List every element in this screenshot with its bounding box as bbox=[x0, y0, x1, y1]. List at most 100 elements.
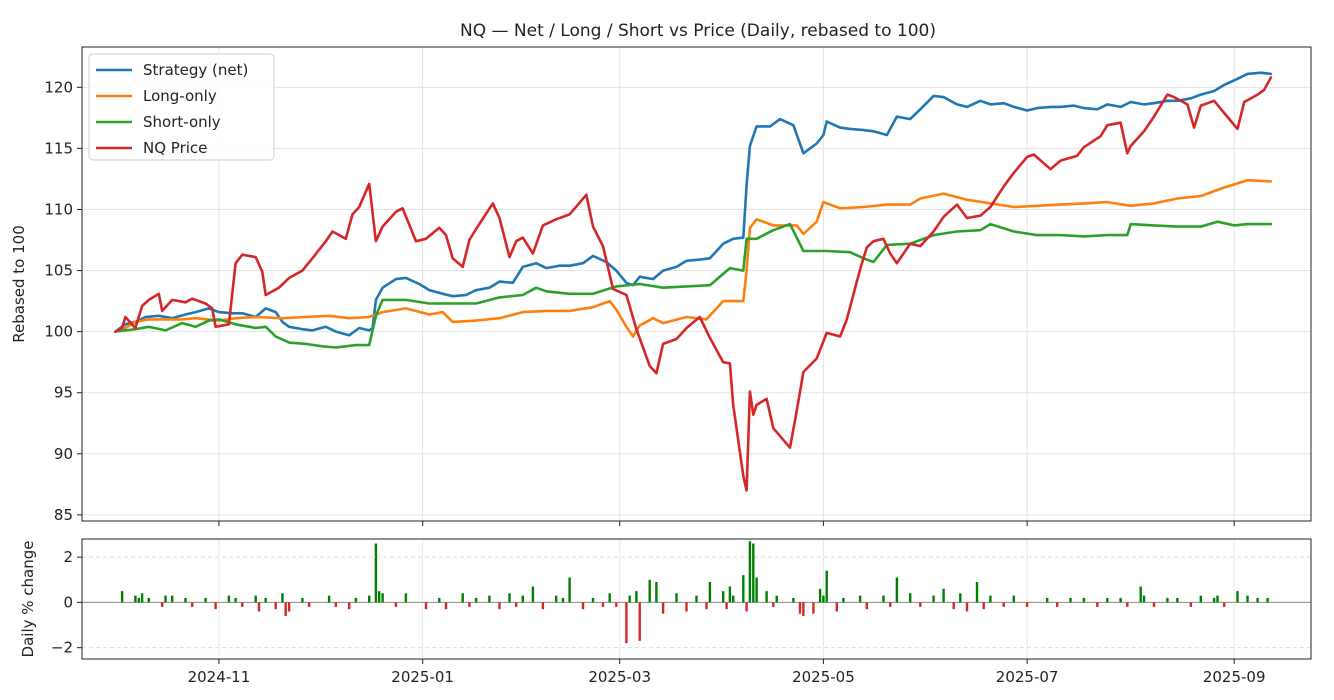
bar-positive bbox=[568, 577, 571, 603]
bar-positive bbox=[140, 593, 144, 603]
bar-positive bbox=[708, 582, 712, 603]
bar-negative bbox=[1096, 602, 1099, 607]
bar-positive bbox=[368, 595, 371, 603]
bar-positive bbox=[1266, 597, 1269, 603]
sub-y-axis-label: Daily % change bbox=[19, 541, 37, 658]
bar-negative bbox=[705, 602, 708, 610]
bar-negative bbox=[1189, 602, 1192, 607]
bar-positive bbox=[461, 593, 464, 603]
main-y-axis-label: Rebased to 100 bbox=[10, 225, 28, 342]
bar-positive bbox=[989, 595, 992, 603]
bar-negative bbox=[661, 602, 665, 614]
bar-positive bbox=[635, 591, 638, 603]
bar-positive bbox=[1139, 586, 1142, 603]
bar-positive bbox=[975, 582, 979, 603]
x-tick-label: 2025-07 bbox=[996, 668, 1059, 686]
bar-positive bbox=[732, 595, 735, 603]
bar-positive bbox=[775, 595, 778, 603]
bar-positive bbox=[1119, 597, 1122, 603]
bar-negative bbox=[1126, 602, 1129, 607]
bar-positive bbox=[227, 595, 231, 603]
sub-plot-x-ticks: 2024-11 2025-01 2025-03 2025-05 2025-07 2025-… bbox=[188, 659, 1266, 686]
bar-negative bbox=[541, 602, 545, 610]
bar-positive bbox=[264, 597, 267, 603]
bar-positive bbox=[378, 591, 381, 603]
bar-positive bbox=[204, 597, 207, 603]
bar-positive bbox=[488, 595, 491, 603]
x-tick-label: 2025-03 bbox=[588, 668, 651, 686]
y-tick-label: 110 bbox=[44, 200, 73, 218]
bar-positive bbox=[254, 595, 257, 603]
bar-positive bbox=[281, 593, 284, 603]
bar-positive bbox=[474, 597, 478, 603]
bar-negative bbox=[1223, 602, 1226, 607]
legend-label: Strategy (net) bbox=[143, 61, 248, 79]
bar-negative bbox=[274, 602, 277, 610]
bar-negative bbox=[307, 602, 311, 607]
bar-positive bbox=[608, 593, 611, 603]
y-tick-label: 100 bbox=[44, 323, 73, 341]
bar-negative bbox=[468, 602, 471, 607]
series-line-long-only bbox=[114, 178, 1273, 338]
y-tick-label: 115 bbox=[44, 139, 73, 157]
bar-positive bbox=[591, 597, 595, 603]
legend: Strategy (net) Long-only Short-only NQ Pric… bbox=[88, 53, 275, 161]
main-plot-series bbox=[114, 71, 1273, 492]
bar-negative bbox=[685, 602, 688, 612]
bar-positive bbox=[1069, 597, 1072, 603]
bar-negative bbox=[1056, 602, 1059, 607]
bar-negative bbox=[257, 602, 261, 612]
legend-label: NQ Price bbox=[143, 139, 207, 157]
bar-negative bbox=[241, 602, 244, 607]
bar-negative bbox=[1152, 602, 1156, 607]
bar-negative bbox=[191, 602, 194, 607]
bar-negative bbox=[161, 602, 164, 607]
bar-negative bbox=[952, 602, 955, 610]
bar-positive bbox=[882, 595, 885, 603]
bar-negative bbox=[1002, 602, 1005, 607]
bar-negative bbox=[965, 602, 969, 612]
bar-positive bbox=[1212, 597, 1216, 603]
bar-positive bbox=[755, 577, 758, 603]
bar-negative bbox=[348, 602, 351, 610]
bar-positive bbox=[184, 597, 187, 603]
bar-negative bbox=[394, 602, 398, 607]
bar-positive bbox=[722, 591, 725, 603]
bar-positive bbox=[1256, 597, 1259, 603]
bar-negative bbox=[601, 602, 605, 607]
bar-negative bbox=[798, 602, 802, 614]
main-plot-x-ticks bbox=[218, 521, 1235, 526]
bar-negative bbox=[444, 602, 448, 610]
bar-positive bbox=[1166, 597, 1169, 603]
bar-negative bbox=[1025, 602, 1029, 607]
y-tick-label: 85 bbox=[54, 506, 73, 524]
bar-positive bbox=[909, 593, 912, 603]
bar-positive bbox=[301, 597, 304, 603]
bar-positive bbox=[561, 597, 565, 603]
bar-negative bbox=[214, 602, 217, 610]
bar-positive bbox=[655, 582, 658, 603]
y-tick-label: 2 bbox=[63, 548, 73, 566]
bar-negative bbox=[284, 602, 287, 616]
bar-positive bbox=[508, 593, 511, 603]
x-tick-label: 2025-01 bbox=[391, 668, 454, 686]
y-tick-label: 90 bbox=[54, 445, 73, 463]
bar-positive bbox=[825, 570, 828, 603]
bar-negative bbox=[424, 602, 428, 610]
bar-positive bbox=[1176, 597, 1179, 603]
bar-positive bbox=[1012, 595, 1015, 603]
x-tick-label: 2025-09 bbox=[1203, 668, 1266, 686]
sub-plot-bars bbox=[120, 541, 1269, 644]
main-plot-y-ticks: 85 90 95 100 105 110 115 120 bbox=[44, 78, 82, 524]
bar-positive bbox=[1216, 595, 1219, 603]
x-tick-label: 2024-11 bbox=[188, 668, 251, 686]
bar-negative bbox=[802, 602, 805, 616]
y-tick-label: 95 bbox=[54, 384, 73, 402]
bar-negative bbox=[625, 602, 628, 644]
bar-positive bbox=[521, 595, 524, 603]
bar-positive bbox=[748, 541, 752, 603]
bar-negative bbox=[835, 602, 838, 612]
legend-box bbox=[88, 53, 275, 161]
bar-positive bbox=[381, 593, 384, 603]
